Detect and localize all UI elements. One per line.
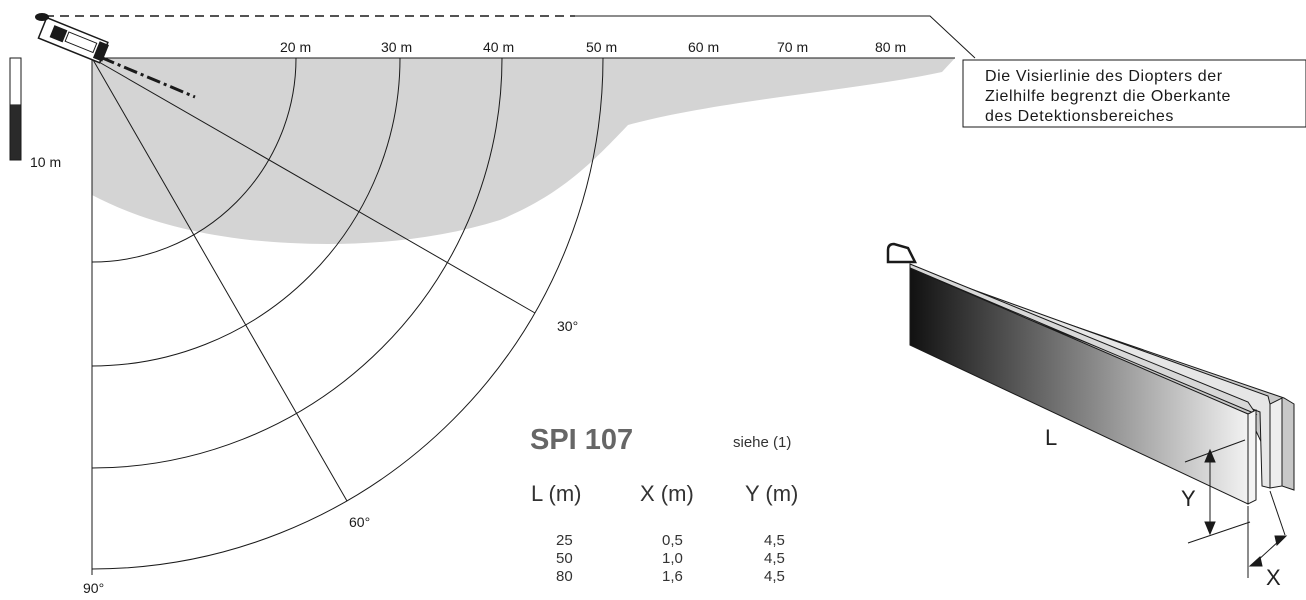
model-title: SPI 107 — [530, 424, 633, 456]
table-cell: 25 — [556, 532, 573, 549]
table-cell: 50 — [556, 550, 573, 567]
note-line-1: Die Visierlinie des Diopters der — [985, 68, 1223, 85]
table-cell: 4,5 — [764, 532, 785, 549]
table-cell: 1,6 — [662, 568, 683, 585]
arc-40m — [91, 57, 503, 469]
beam-illustration — [886, 242, 1295, 505]
table-cell: 4,5 — [764, 568, 785, 585]
radial-60 — [91, 57, 348, 502]
distance-label-20: 20 m — [280, 39, 311, 55]
sight-dot — [35, 13, 49, 21]
table-header-x: X (m) — [640, 481, 694, 506]
radial-30 — [91, 57, 536, 314]
distance-label-40: 40 m — [483, 39, 514, 55]
y-dimension — [1184, 439, 1251, 544]
table-cell: 80 — [556, 568, 573, 585]
beam-back-face — [1269, 397, 1283, 489]
detector-device — [37, 16, 109, 64]
beam-label-l: L — [1045, 425, 1057, 450]
table-cell: 0,5 — [662, 532, 683, 549]
table-row: 25 0,5 4,5 — [556, 532, 785, 549]
table-header-l: L (m) — [531, 481, 582, 506]
arc-20m — [91, 57, 297, 263]
x-dimension — [1247, 490, 1288, 578]
note-line-3: des Detektionsbereiches — [985, 108, 1174, 125]
beam-source-icon — [886, 242, 918, 264]
note-line-2: Zielhilfe begrenzt die Oberkante — [985, 88, 1231, 105]
model-reference: siehe (1) — [733, 434, 791, 451]
table-header-y: Y (m) — [745, 481, 798, 506]
angle-label-30: 30° — [557, 318, 578, 334]
distance-label-70: 70 m — [777, 39, 808, 55]
distance-label-80: 80 m — [875, 39, 906, 55]
note-box: Die Visierlinie des Diopters der Zielhil… — [962, 59, 1306, 128]
angle-label-60: 60° — [349, 514, 370, 530]
angle-label-90: 90° — [83, 580, 104, 595]
table-row: 50 1,0 4,5 — [556, 550, 785, 567]
angle-lines — [91, 57, 536, 575]
table-row: 80 1,6 4,5 — [556, 568, 785, 585]
scale-label: 10 m — [30, 154, 61, 170]
table-cell: 4,5 — [764, 550, 785, 567]
beam-label-y: Y — [1181, 486, 1196, 511]
table-cell: 1,0 — [662, 550, 683, 567]
beam-end-face — [1247, 409, 1257, 505]
distance-label-50: 50 m — [586, 39, 617, 55]
arc-30m — [91, 57, 401, 367]
arc-50m — [91, 57, 604, 570]
detection-zone — [92, 58, 955, 244]
beam-label-x: X — [1266, 565, 1281, 590]
distance-label-30: 30 m — [381, 39, 412, 55]
range-arcs — [91, 57, 604, 570]
distance-labels: 20 m 30 m 40 m 50 m 60 m 70 m 80 m — [280, 39, 906, 55]
distance-label-60: 60 m — [688, 39, 719, 55]
height-scale-bar — [9, 57, 22, 161]
callout-leader — [575, 15, 976, 59]
